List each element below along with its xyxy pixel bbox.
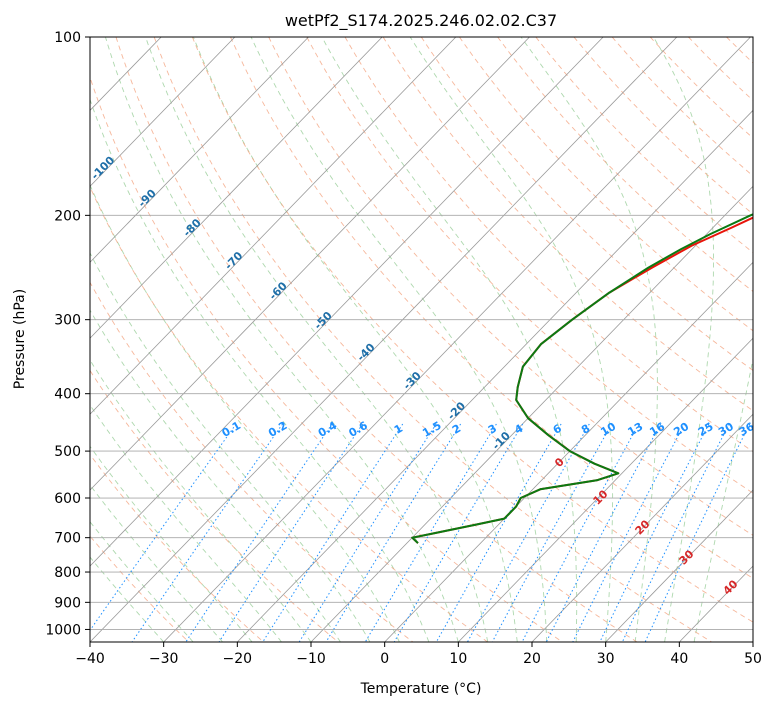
- plot-frame: [89, 36, 754, 643]
- y-tick-label: 500: [54, 444, 81, 460]
- mixing-ratio-lines: [90, 423, 751, 642]
- dry-adiabat-line: [153, 37, 712, 642]
- isotherm-line: [163, 37, 751, 642]
- dry-adiabat-line: [306, 37, 753, 494]
- x-tick-label: 0: [380, 651, 389, 667]
- x-tick-label: −40: [75, 651, 105, 667]
- moist-adiabat-line: [250, 37, 548, 642]
- isotherm-line: [90, 37, 604, 567]
- dry-adiabat-line: [90, 281, 414, 642]
- isotherm-line: [90, 37, 309, 263]
- y-tick-label: 1000: [45, 622, 81, 638]
- mixing-ratio-line: [298, 423, 437, 642]
- x-tick-label: 10: [449, 651, 467, 667]
- isotherm-line: [605, 489, 753, 642]
- chart-title: wetPf2_S174.2025.246.02.02.C37: [285, 11, 557, 31]
- mixing-ratio-label: 36: [737, 420, 757, 439]
- x-tick-label: 40: [670, 651, 688, 667]
- isotherm-line: [90, 37, 678, 642]
- y-tick-label: 800: [54, 565, 81, 581]
- isotherm-line: [237, 109, 753, 642]
- mixing-ratio-line: [644, 423, 751, 642]
- moist-adiabat-line: [90, 98, 430, 642]
- mixing-ratio-line: [262, 423, 404, 642]
- mixing-ratio-line: [90, 423, 237, 632]
- isotherm-line: [458, 337, 753, 642]
- dewpoint-profile: [411, 213, 753, 544]
- y-tick-label: 600: [54, 491, 81, 507]
- moist-adiabat-line: [693, 356, 753, 642]
- x-tick-label: 50: [744, 651, 762, 667]
- isotherm-line: [531, 413, 753, 642]
- moist-adiabat-line: [520, 37, 658, 642]
- moist-adiabat-line: [90, 252, 371, 642]
- mixing-ratio-line: [325, 423, 462, 642]
- dry-adiabat-line: [573, 37, 753, 215]
- dry-adiabat-line: [90, 75, 563, 642]
- y-tick-label: 400: [54, 387, 81, 403]
- x-axis-label: Temperature (°C): [360, 681, 482, 697]
- mixing-ratio-line: [572, 423, 686, 642]
- isotherm-line: [90, 37, 236, 187]
- isotherm-line: [310, 185, 753, 642]
- y-tick-label: 700: [54, 531, 81, 547]
- isotherm-line: [384, 261, 753, 642]
- moist-adiabat-line: [90, 184, 400, 642]
- y-tick-label: 200: [54, 208, 81, 224]
- isotherm-line: [90, 37, 383, 339]
- moist-adiabat-line: [90, 309, 341, 642]
- mixing-ratio-line: [491, 423, 613, 642]
- dry-adiabat-line: [268, 37, 753, 536]
- moist-adiabat-line: [90, 359, 312, 642]
- dry-adiabat-line: [230, 37, 753, 579]
- isotherms: [90, 37, 753, 642]
- mixing-ratio-line: [621, 423, 730, 642]
- x-tick-label: 30: [597, 651, 615, 667]
- dry-adiabat-line: [115, 37, 638, 642]
- isotherm-line: [90, 37, 530, 491]
- x-tick-label: 20: [523, 651, 541, 667]
- sounding-series: [411, 213, 753, 544]
- pressure-gridlines: [90, 37, 753, 630]
- mixing-ratio-line: [364, 423, 497, 642]
- dry-adiabat-line: [191, 37, 753, 623]
- mixing-ratio-line: [131, 423, 283, 642]
- y-tick-label: 100: [54, 30, 81, 46]
- y-tick-label: 900: [54, 595, 81, 611]
- x-axis-ticks: −40 −30 −20 −10 0 10 20 30 40 50: [75, 642, 762, 667]
- dry-adiabat-line: [90, 185, 488, 642]
- dry-adiabat-line: [459, 37, 753, 332]
- y-axis-ticks: 100 200 300 400 500 600 700 800 900 1000: [45, 30, 90, 638]
- y-tick-label: 300: [54, 313, 81, 329]
- x-tick-label: −20: [223, 651, 253, 667]
- mixing-ratio-line: [521, 423, 640, 642]
- mixing-ratio-line: [467, 423, 590, 642]
- y-axis-label: Pressure (hPa): [12, 289, 28, 389]
- x-tick-label: −30: [149, 651, 179, 667]
- x-tick-label: −10: [296, 651, 326, 667]
- moist-adiabat-line: [409, 37, 614, 642]
- moist-adiabat-line: [653, 37, 714, 642]
- mixing-ratio-line: [545, 423, 662, 642]
- dry-adiabat-line: [90, 369, 339, 642]
- mixing-ratio-line: [599, 423, 710, 642]
- isotherm-line: [90, 37, 457, 415]
